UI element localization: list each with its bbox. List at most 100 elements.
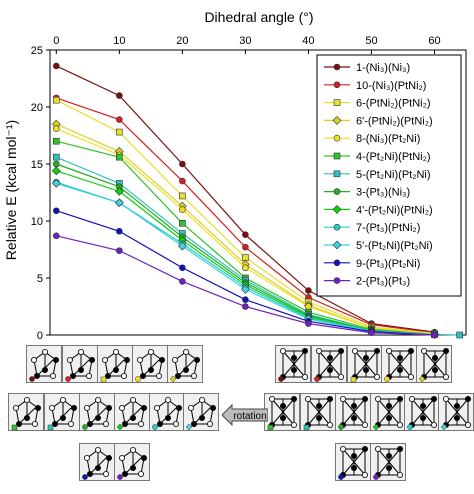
data-point	[240, 284, 250, 294]
legend-label: 9-(Pt₃)(Pt₂Ni)	[356, 258, 420, 270]
legend-label: 6-(PtNi₂)(PtNi₂)	[356, 98, 431, 110]
legend-label: 10-(Ni₃)(PtNi₂)	[356, 80, 426, 92]
x-tick-label: 0	[53, 35, 59, 47]
structure-panel	[132, 345, 168, 383]
structure-panel	[62, 345, 98, 383]
series-12	[53, 232, 438, 339]
y-tick-label: 5	[37, 273, 43, 285]
data-point	[456, 331, 463, 339]
structure-panel	[335, 393, 371, 431]
legend-marker	[333, 277, 341, 284]
legend-box	[316, 54, 462, 297]
legend-label: 4'-(Pt₂Ni)(PtNi₂)	[356, 204, 433, 216]
data-point	[179, 206, 186, 213]
legend-marker	[333, 152, 341, 160]
legend-label: 8-(Ni₃)(Pt₂Ni)	[356, 133, 420, 145]
legend-label: 1-(Ni₃)(Ni₃)	[356, 62, 410, 74]
legend-label: 2-(Pt₃)(Pt₃)	[356, 276, 410, 288]
y-tick-label: 0	[37, 330, 43, 340]
x-tick-label: 20	[176, 35, 188, 47]
legend-marker	[333, 259, 341, 267]
structure-panel	[300, 393, 336, 431]
x-tick-label: 60	[428, 35, 440, 47]
data-point	[53, 207, 60, 215]
legend-marker	[333, 99, 341, 106]
legend-label: 5-(Pt₂Ni)(Pt₂Ni)	[356, 169, 431, 181]
legend-marker	[332, 115, 342, 125]
structure-panel	[149, 393, 185, 431]
legend-label: 4-(Pt₂Ni)(PtNi₂)	[356, 151, 431, 163]
structure-panel	[79, 443, 115, 481]
legend: 1-(Ni₃)(Ni₃) 10-(Ni₃)(PtNi₂) 6-(PtNi₂)(PtN…	[316, 54, 462, 297]
legend-marker	[333, 223, 341, 231]
data-point	[53, 232, 60, 240]
data-point	[114, 186, 124, 196]
structure-panel	[264, 393, 300, 431]
data-point	[242, 296, 249, 303]
structure-panel	[167, 345, 203, 383]
data-point	[242, 303, 249, 310]
y-axis-ticks: 0 5 10 15 20 25	[31, 45, 50, 340]
x-axis-ticks: 0 10 20 30 40 50 60	[53, 35, 441, 54]
structure-panel	[404, 393, 440, 431]
structure-panel	[311, 345, 347, 383]
structure-panel	[370, 393, 406, 431]
structure-panel	[114, 393, 150, 431]
structure-panel	[114, 443, 150, 481]
data-point	[305, 303, 312, 310]
structure-panel	[79, 393, 115, 431]
data-point	[179, 192, 186, 200]
rotation-arrow: rotation	[221, 403, 269, 427]
structure-panel	[381, 345, 417, 383]
data-point	[51, 166, 61, 176]
y-tick-label: 10	[31, 216, 43, 228]
structure-panel	[183, 393, 219, 431]
data-point	[179, 219, 186, 227]
data-point	[242, 254, 249, 261]
legend-label: 7-(Pt₃)(PtNi₂)	[356, 222, 420, 234]
x-tick-label: 10	[113, 35, 125, 47]
data-point	[242, 231, 249, 238]
structure-panel	[347, 345, 383, 383]
y-tick-label: 20	[31, 102, 43, 114]
data-point	[305, 287, 312, 294]
structure-panel	[97, 345, 133, 383]
data-point	[116, 227, 123, 235]
legend-marker	[332, 240, 342, 250]
data-point	[242, 264, 249, 272]
data-point	[305, 320, 312, 327]
legend-marker	[333, 63, 341, 71]
data-point	[53, 125, 60, 132]
legend-label: 5'-(Pt₂Ni)(Pt₂Ni)	[356, 240, 433, 252]
structure-panel	[370, 443, 406, 481]
data-point	[53, 96, 60, 104]
data-point	[53, 137, 60, 145]
structure-panel	[26, 345, 62, 383]
plot-frame	[49, 49, 467, 336]
legend-label: 6'-(PtNi₂)(PtNi₂)	[356, 115, 433, 127]
x-tick-label: 50	[365, 35, 377, 47]
legend-marker	[333, 188, 341, 195]
series-lines	[51, 62, 463, 339]
data-point	[114, 198, 124, 208]
energy-line-chart: Dihedral angle (°) Relative E (kcal mol⁻…	[3, 9, 467, 340]
data-point	[179, 160, 186, 168]
data-point	[53, 62, 60, 70]
legend-marker	[333, 170, 341, 178]
legend-marker	[332, 204, 342, 214]
legend-label: 3-(Pt₃)(Ni₃)	[356, 187, 410, 199]
data-point	[179, 278, 186, 285]
data-point	[51, 178, 61, 188]
data-point	[53, 160, 60, 168]
data-point	[179, 264, 186, 272]
data-point	[116, 116, 123, 123]
data-point	[431, 331, 438, 339]
legend-marker	[333, 134, 341, 142]
data-point	[116, 153, 123, 161]
data-point	[116, 128, 123, 136]
rotation-label: rotation	[233, 411, 266, 422]
structure-panel	[416, 345, 452, 383]
data-point	[177, 241, 187, 251]
y-tick-label: 25	[31, 45, 43, 57]
data-point	[116, 247, 123, 254]
